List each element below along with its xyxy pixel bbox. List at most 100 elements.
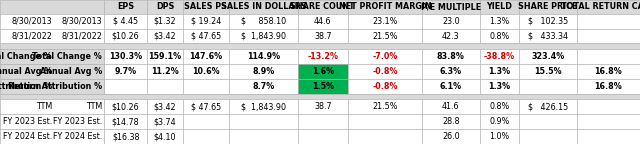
- Bar: [229, 99, 298, 114]
- Text: 38.7: 38.7: [314, 102, 332, 111]
- Bar: [104, 64, 147, 79]
- Text: $1.32: $1.32: [154, 17, 177, 26]
- Bar: [147, 129, 183, 144]
- Bar: [479, 79, 520, 94]
- Bar: [104, 49, 147, 64]
- Text: -0.8%: -0.8%: [372, 82, 397, 91]
- Text: $14.78: $14.78: [112, 117, 140, 126]
- Bar: [520, 49, 577, 64]
- Text: NET PROFIT MARGIN: NET PROFIT MARGIN: [339, 2, 431, 11]
- Text: 1.0%: 1.0%: [490, 132, 509, 141]
- Text: 1.3%: 1.3%: [490, 17, 509, 26]
- Text: TOTAL RETURN CAGR: TOTAL RETURN CAGR: [561, 2, 640, 11]
- Bar: [0, 79, 104, 94]
- Bar: [229, 14, 298, 29]
- Bar: [0, 14, 104, 29]
- Text: 0.9%: 0.9%: [490, 117, 509, 126]
- Text: 41.6: 41.6: [442, 102, 460, 111]
- Bar: [577, 0, 640, 14]
- Text: $4.10: $4.10: [154, 132, 177, 141]
- Text: $   102.35: $ 102.35: [528, 17, 568, 26]
- Bar: [577, 129, 640, 144]
- Text: 1.5%: 1.5%: [312, 82, 334, 91]
- Bar: [298, 79, 348, 94]
- Text: -38.8%: -38.8%: [484, 52, 515, 61]
- Text: -0.8%: -0.8%: [372, 67, 397, 76]
- Text: 8/31/2022: 8/31/2022: [61, 32, 102, 40]
- Bar: [520, 29, 577, 43]
- Bar: [479, 114, 520, 129]
- Bar: [0, 79, 104, 94]
- Text: 9.7%: 9.7%: [115, 67, 137, 76]
- Bar: [147, 49, 183, 64]
- Text: 10.6%: 10.6%: [192, 67, 220, 76]
- Text: 6.3%: 6.3%: [440, 67, 462, 76]
- Text: 42.3: 42.3: [442, 32, 460, 40]
- Bar: [298, 64, 348, 79]
- Bar: [104, 114, 147, 129]
- Bar: [0, 49, 104, 64]
- Bar: [298, 29, 348, 43]
- Text: -7.0%: -7.0%: [372, 52, 397, 61]
- Bar: [298, 99, 348, 114]
- Text: $3.42: $3.42: [154, 32, 177, 40]
- Bar: [104, 99, 147, 114]
- Bar: [183, 64, 229, 79]
- Text: FY 2023 Est.: FY 2023 Est.: [3, 117, 52, 126]
- Bar: [348, 64, 422, 79]
- Text: 23.0: 23.0: [442, 17, 460, 26]
- Bar: [298, 14, 348, 29]
- Bar: [0, 129, 104, 144]
- Bar: [422, 0, 479, 14]
- Text: $ 4.45: $ 4.45: [113, 17, 138, 26]
- Bar: [147, 79, 183, 94]
- Bar: [229, 79, 298, 94]
- Bar: [348, 49, 422, 64]
- Text: SHARE PRICE: SHARE PRICE: [518, 2, 578, 11]
- Bar: [147, 114, 183, 129]
- Bar: [0, 64, 104, 79]
- Text: 6.1%: 6.1%: [440, 82, 462, 91]
- Text: 8/30/2013: 8/30/2013: [61, 17, 102, 26]
- Bar: [147, 99, 183, 114]
- Text: 8/31/2022: 8/31/2022: [11, 32, 52, 40]
- Text: TTM: TTM: [36, 102, 52, 111]
- Bar: [422, 14, 479, 29]
- Text: FY 2023 Est.: FY 2023 Est.: [52, 117, 102, 126]
- Text: 16.8%: 16.8%: [595, 67, 622, 76]
- Bar: [348, 79, 422, 94]
- Text: 21.5%: 21.5%: [372, 102, 397, 111]
- Text: 26.0: 26.0: [442, 132, 460, 141]
- Text: TTM: TTM: [86, 102, 102, 111]
- Text: SHARE COUNT: SHARE COUNT: [291, 2, 355, 11]
- Bar: [104, 14, 147, 29]
- Bar: [183, 99, 229, 114]
- Bar: [479, 0, 520, 14]
- Bar: [422, 79, 479, 94]
- Bar: [0, 114, 104, 129]
- Bar: [520, 64, 577, 79]
- Text: 0.8%: 0.8%: [490, 32, 509, 40]
- Bar: [229, 0, 298, 14]
- Text: YIELD: YIELD: [486, 2, 513, 11]
- Bar: [422, 114, 479, 129]
- Bar: [479, 29, 520, 43]
- Bar: [422, 64, 479, 79]
- Bar: [479, 99, 520, 114]
- Text: $3.42: $3.42: [154, 102, 177, 111]
- Bar: [0, 29, 104, 43]
- Bar: [183, 0, 229, 14]
- Text: $10.26: $10.26: [112, 102, 140, 111]
- Text: P/E MULTIPLE: P/E MULTIPLE: [420, 2, 481, 11]
- Text: 114.9%: 114.9%: [247, 52, 280, 61]
- Bar: [183, 49, 229, 64]
- Text: 159.1%: 159.1%: [148, 52, 182, 61]
- Text: $16.38: $16.38: [112, 132, 140, 141]
- Text: EPS: EPS: [117, 2, 134, 11]
- Text: -13.2%: -13.2%: [307, 52, 339, 61]
- Bar: [520, 14, 577, 29]
- Bar: [229, 29, 298, 43]
- Bar: [577, 64, 640, 79]
- Text: 44.6: 44.6: [314, 17, 332, 26]
- Bar: [0, 99, 104, 114]
